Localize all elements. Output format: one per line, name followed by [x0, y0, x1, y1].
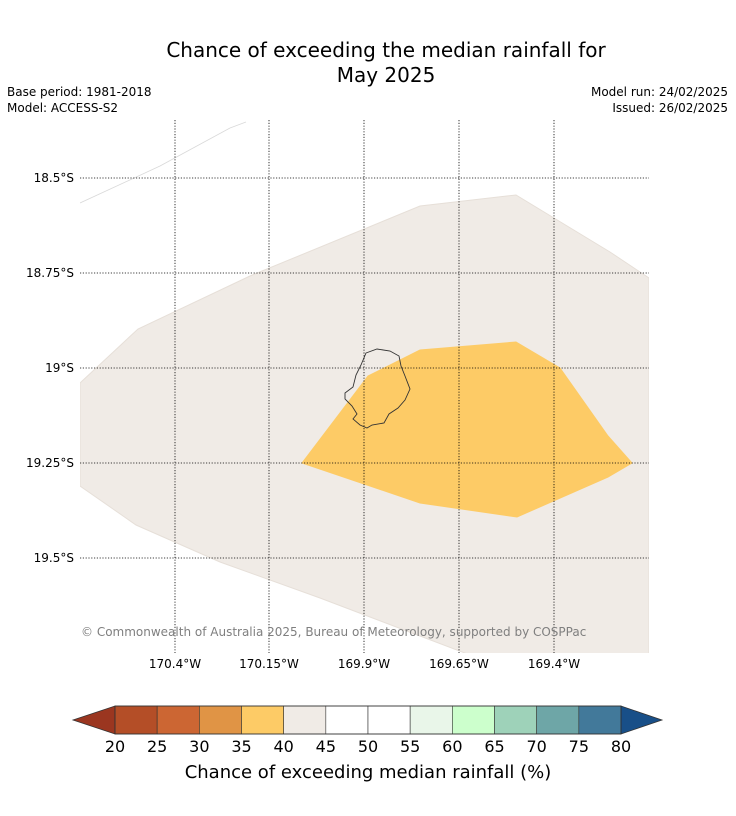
colorbar-segment [283, 705, 327, 735]
colorbar-tick-label: 35 [231, 737, 252, 756]
model-run: Model run: 24/02/2025 [590, 85, 728, 99]
lon-label-169-65: 169.65°W [429, 657, 489, 671]
colorbar-tick-label: 80 [610, 737, 632, 756]
base-period: Base period: 1981-2018 [7, 85, 152, 99]
title-line-2: May 2025 [336, 63, 436, 87]
colorbar-tick-label: 50 [357, 737, 379, 756]
colorbar-arrow-low [71, 705, 116, 735]
issued-date: Issued: 26/02/2025 [612, 101, 728, 115]
island-outline [344, 348, 411, 429]
colorbar-tick-label: 70 [526, 737, 547, 756]
title-line-1: Chance of exceeding the median rainfall … [166, 38, 606, 62]
colorbar-tick-label: 40 [273, 737, 294, 756]
map-area [80, 121, 649, 653]
meta-right: Model run: 24/02/2025 Issued: 26/02/2025 [591, 84, 728, 116]
colorbar-segment [114, 705, 158, 735]
colorbar-segment [156, 705, 200, 735]
colorbar-segment [452, 705, 495, 735]
colorbar-segment [409, 705, 453, 735]
colorbar-segment [494, 705, 537, 735]
lon-label-169-9: 169.9°W [337, 657, 391, 671]
colorbar-tick-label: 30 [189, 737, 210, 756]
lon-label-170-4: 170.4°W [148, 657, 202, 671]
colorbar-segment [578, 705, 622, 735]
lat-label-18-75: 18.75°S [26, 266, 74, 280]
lat-label-19: 19°S [45, 361, 74, 375]
colorbar-segment [199, 705, 242, 735]
lat-label-19-5: 19.5°S [33, 551, 74, 565]
lat-label-18-5: 18.5°S [33, 171, 74, 185]
colorbar-segment [536, 705, 580, 735]
colorbar-tick-label: 55 [399, 737, 421, 756]
colorbar-tick-label: 20 [104, 737, 126, 756]
gridlines [80, 120, 649, 653]
lat-label-19-25: 19.25°S [26, 456, 74, 470]
colorbar-arrow-high [620, 705, 664, 735]
colorbar [71, 705, 664, 735]
probability-area-35-40 [301, 341, 633, 518]
copyright-notice: © Commonwealth of Australia 2025, Bureau… [81, 625, 587, 639]
colorbar-segment [241, 705, 284, 735]
chart-title: Chance of exceeding the median rainfall … [0, 38, 736, 88]
colorbar-segment [325, 705, 369, 735]
lon-label-169-4: 169.4°W [527, 657, 581, 671]
model-name: Model: ACCESS-S2 [7, 101, 119, 115]
colorbar-segment [367, 705, 411, 735]
lon-label-170-15: 170.15°W [239, 657, 299, 671]
colorbar-title: Chance of exceeding median rainfall (%) [184, 762, 552, 783]
colorbar-tick-label: 45 [315, 737, 337, 756]
colorbar-tick-label: 60 [442, 737, 463, 756]
meta-left: Base period: 1981-2018 Model: ACCESS-S2 [7, 84, 152, 116]
colorbar-tick-label: 25 [146, 737, 168, 756]
reef-line [80, 121, 247, 204]
colorbar-tick-label: 65 [484, 737, 505, 756]
colorbar-tick-label: 75 [568, 737, 590, 756]
